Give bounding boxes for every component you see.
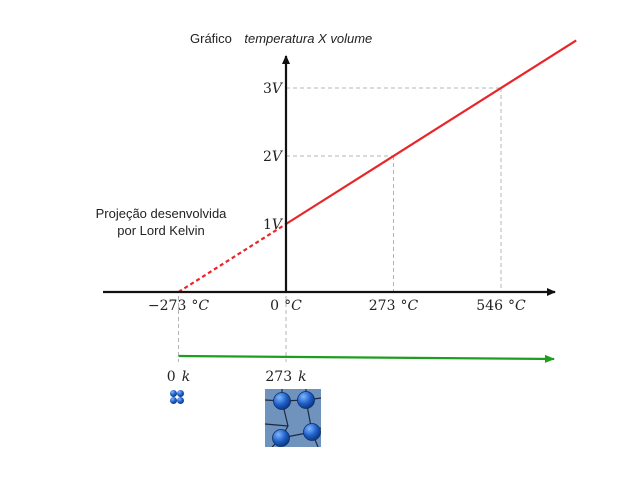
- title-prefix: Gráfico: [190, 31, 232, 46]
- y-tick-labels: 1V 2V 3V: [263, 81, 284, 233]
- x-tick-label: 0 °C: [270, 298, 302, 314]
- series-group: [177, 39, 577, 293]
- x-tick-label: 546 °C: [476, 298, 526, 314]
- x-tick-label: 273 °C: [369, 298, 419, 314]
- y-tick-label: 2V: [263, 149, 284, 165]
- annotation-line-2: por Lord Kelvin: [117, 223, 204, 238]
- kelvin-axis: [178, 354, 555, 363]
- series-dashed-line: [177, 223, 287, 293]
- x-tick-labels: −273 °C 0 °C 273 °C 546 °C: [148, 298, 526, 314]
- particles-spread-icon: [265, 389, 321, 447]
- y-tick-label: 1V: [263, 217, 284, 233]
- kelvin-scale: 0 k 273 k: [167, 354, 555, 385]
- y-tick-label: 3V: [263, 81, 284, 97]
- kelvin-tick-label: 273 k: [265, 369, 306, 385]
- x-tick-label: −273 °C: [148, 298, 209, 314]
- title-italic: temperatura X volume: [244, 31, 372, 46]
- particles-compact-icon: [170, 390, 184, 404]
- annotation-line-1: Projeção desenvolvida: [96, 206, 228, 221]
- chart-title: Gráfico temperatura X volume: [190, 30, 372, 47]
- guide-lines: [178, 87, 502, 362]
- series-solid-line: [285, 39, 577, 225]
